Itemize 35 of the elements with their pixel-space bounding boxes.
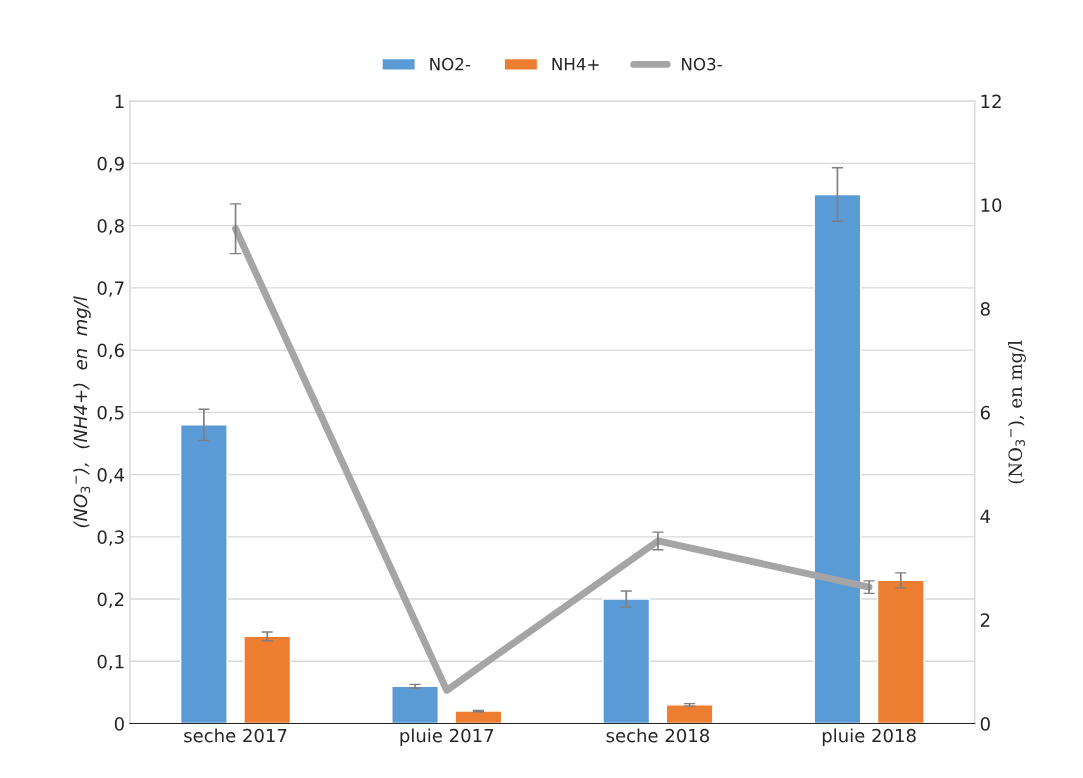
y2-tick-label: 2 (980, 613, 990, 627)
y-tick-label: 0,8 (97, 219, 124, 235)
y-tick-label: 0,1 (97, 654, 124, 671)
bar (876, 579, 925, 724)
x-tick-label: pluie 2017 (400, 728, 494, 746)
bar (813, 193, 862, 724)
legend-label: NO2- (430, 57, 471, 71)
bar (391, 685, 439, 724)
y2-tick-label: 0 (980, 717, 990, 731)
bar (243, 635, 292, 724)
y-tick-label: 0,6 (97, 343, 124, 360)
y2-tick-label: 12 (981, 94, 1001, 108)
y-tick-label: 0,5 (97, 405, 124, 422)
y-tick-label: 0,7 (97, 281, 124, 297)
y2-axis-title: (NO$_{3}$$^{−}$), en mg/l (1008, 340, 1026, 484)
y-axis-title: (NO$_{3}$$^{−}$), (NH4+) en mg/l (73, 296, 91, 528)
x-tick-label: seche 2018 (606, 728, 710, 743)
y-tick-label: 0,9 (97, 156, 124, 173)
y-tick-label: 0,2 (97, 592, 124, 609)
y2-tick-label: 6 (980, 405, 990, 420)
bar (179, 424, 228, 724)
y-tick-label: 0,4 (97, 468, 125, 484)
bar (454, 710, 503, 724)
legend-label: NH4+ (552, 58, 599, 71)
y-tick-label: 0 (114, 717, 124, 731)
y-tick-label: 0,3 (97, 530, 124, 546)
x-tick-label: pluie 2018 (822, 728, 916, 746)
y2-tick-label: 10 (981, 198, 1002, 212)
bar (602, 598, 651, 724)
bar (665, 704, 714, 724)
y2-tick-label: 4 (980, 509, 991, 523)
y-tick-label: 1 (115, 94, 124, 108)
x-tick-label: seche 2017 (184, 728, 287, 743)
legend-label: NO3- (682, 57, 722, 71)
y2-tick-label: 8 (980, 302, 990, 316)
